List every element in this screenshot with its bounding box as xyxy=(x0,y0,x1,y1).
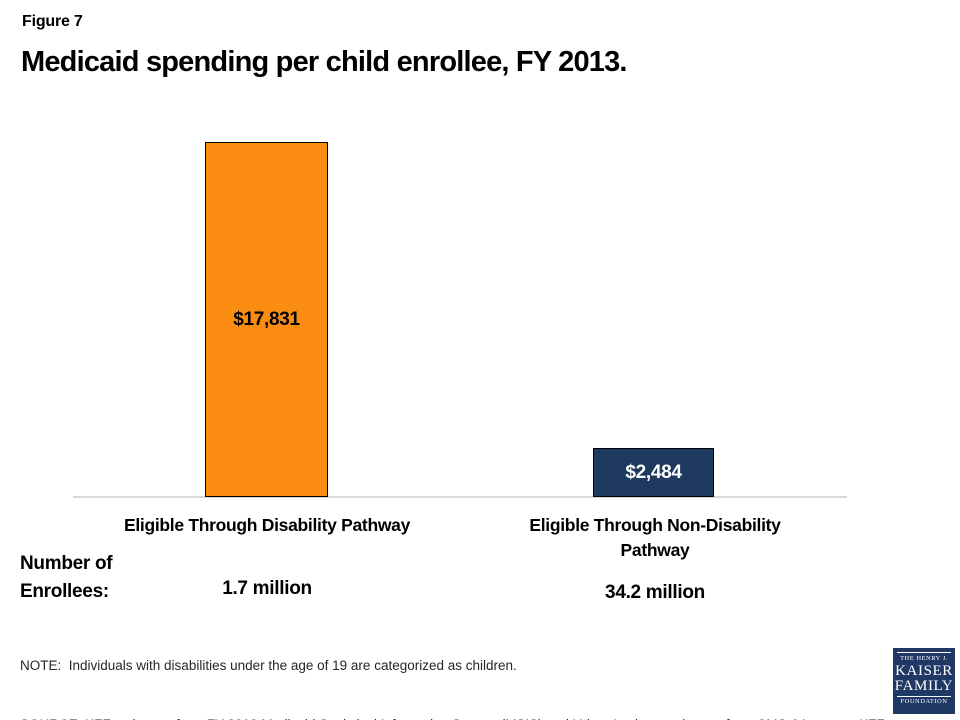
footnotes: NOTE: Individuals with disabilities unde… xyxy=(20,617,886,720)
logo-line-foundation: FOUNDATION xyxy=(900,698,948,705)
logo-rule-top xyxy=(897,652,951,653)
source-text: SOURCE: KFF estimates from FY 2013 Medic… xyxy=(20,715,886,720)
kff-foundation-logo: THE HENRY J. KAISER FAMILY FOUNDATION xyxy=(893,648,955,714)
bar-value-label-non-disability: $2,484 xyxy=(625,461,682,483)
page-title: Medicaid spending per child enrollee, FY… xyxy=(21,46,628,78)
logo-line-family: FAMILY xyxy=(894,677,954,694)
note-text: NOTE: Individuals with disabilities unde… xyxy=(20,658,517,673)
enrollees-value-non-disability: 34.2 million xyxy=(605,582,705,603)
enrollees-row-label: Number of Enrollees: xyxy=(20,553,113,602)
bar-disability-pathway: $17,831 xyxy=(205,142,328,497)
logo-rule-bottom xyxy=(897,696,951,697)
category-label-disability: Eligible Through Disability Pathway xyxy=(123,515,411,535)
figure-label: Figure 7 xyxy=(22,13,83,30)
bar-value-label-disability: $17,831 xyxy=(233,308,300,330)
logo-line-kaiser: KAISER xyxy=(895,663,953,679)
bar-non-disability-pathway: $2,484 xyxy=(593,448,714,497)
x-axis-line xyxy=(73,496,847,498)
logo-line-henry-j: THE HENRY J. xyxy=(900,655,948,662)
category-label-non-disability: Eligible Through Non-Disability Pathway xyxy=(529,515,781,560)
enrollees-value-disability: 1.7 million xyxy=(222,578,312,599)
